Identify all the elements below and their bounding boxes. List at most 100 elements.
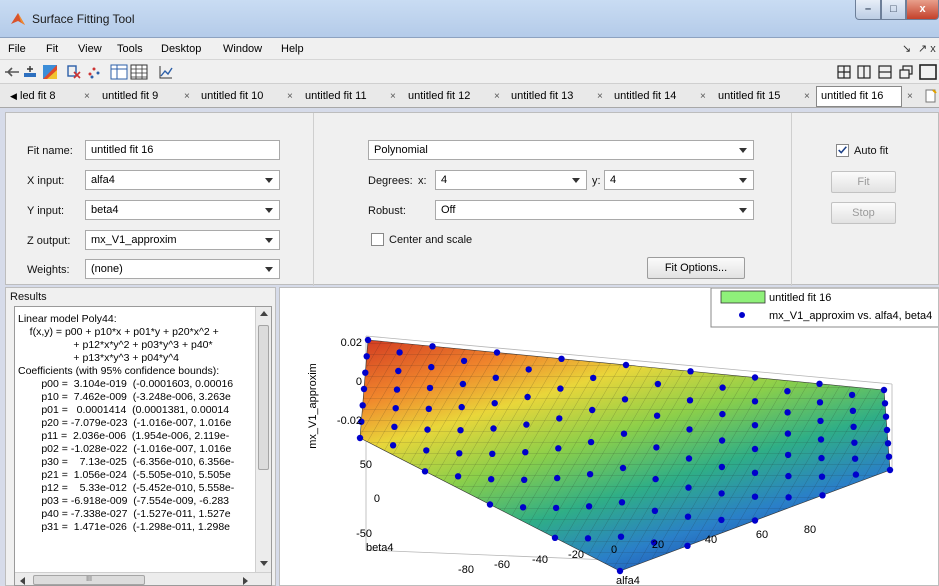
results-vscrollbar[interactable] — [255, 307, 271, 572]
menu-tools[interactable]: Tools — [117, 43, 143, 55]
y-input-select[interactable]: beta4 — [85, 200, 280, 220]
data-point — [486, 501, 494, 508]
results-line: p40 = -7.338e-027 (-1.527e-011, 1.527e — [18, 508, 231, 520]
menu-view[interactable]: View — [78, 43, 102, 55]
results-line: p00 = 3.104e-019 (-0.0001603, 0.00016 — [18, 378, 234, 390]
tile-grid-icon[interactable] — [836, 64, 852, 80]
tab-fit-15[interactable]: untitled fit 15 — [718, 90, 781, 102]
hscroll-thumb[interactable]: III — [33, 575, 145, 585]
fit-button[interactable]: Fit — [831, 171, 896, 193]
degree-x-value: 4 — [441, 174, 448, 186]
results-line: f(x,y) = p00 + p10*x + p01*y + p20*x^2 + — [18, 326, 219, 338]
tab-fit-14[interactable]: untitled fit 14 — [614, 90, 677, 102]
z-tick-label: -0.02 — [337, 415, 362, 427]
scroll-up-icon[interactable] — [260, 311, 268, 316]
auto-fit-checkbox[interactable] — [836, 144, 849, 157]
surface-plot[interactable]: 0.02 0 -0.02 50 0 -50 -80 -60 -40 -20 0 20 40 60 80 mx… — [280, 288, 939, 586]
tab-close-icon[interactable]: × — [184, 91, 190, 102]
degree-y-select[interactable]: 4 — [604, 170, 754, 190]
scroll-thumb[interactable] — [258, 325, 269, 470]
tab-fit-10[interactable]: untitled fit 10 — [201, 90, 264, 102]
data-point — [751, 422, 759, 429]
x-tick-label: -20 — [568, 549, 584, 561]
data-point — [492, 374, 499, 381]
tile-rows-icon[interactable] — [877, 64, 893, 80]
data-point — [818, 473, 826, 480]
data-point — [457, 427, 464, 434]
tab-close-icon[interactable]: × — [287, 91, 293, 102]
menu-help[interactable]: Help — [281, 43, 304, 55]
scroll-right-icon[interactable] — [243, 577, 248, 585]
legend[interactable]: untitled fit 16 mx_V1_approxim vs. alfa4… — [710, 288, 939, 328]
scroll-down-icon[interactable] — [260, 561, 268, 566]
degree-x-select[interactable]: 4 — [435, 170, 587, 190]
tile-columns-icon[interactable] — [856, 64, 872, 80]
data-point — [618, 499, 626, 506]
pan-icon[interactable] — [4, 64, 20, 80]
data-point — [396, 349, 403, 356]
menu-desktop[interactable]: Desktop — [161, 43, 202, 55]
data-point — [522, 449, 529, 456]
tab-close-icon[interactable]: × — [597, 91, 603, 102]
tab-close-icon[interactable]: × — [390, 91, 396, 102]
scroll-left-icon[interactable] — [20, 577, 25, 585]
residuals-icon[interactable] — [86, 64, 102, 80]
tab-close-icon[interactable]: × — [804, 91, 810, 102]
tab-fit-11[interactable]: untitled fit 11 — [305, 90, 367, 102]
maximize-button[interactable]: □ — [881, 0, 906, 20]
menu-window[interactable]: Window — [223, 43, 263, 55]
new-fit-icon[interactable] — [924, 89, 938, 103]
tab-fit-8[interactable]: led fit 8 — [20, 90, 56, 102]
model-type-select[interactable]: Polynomial — [368, 140, 754, 160]
float-icon[interactable] — [898, 64, 914, 80]
results-line: p12 = 5.33e-012 (-5.452e-010, 5.558e- — [18, 482, 235, 494]
fit-options-button[interactable]: Fit Options... — [647, 257, 745, 279]
prediction-bounds-icon[interactable] — [158, 64, 174, 80]
degree-x-label: x: — [418, 175, 427, 187]
results-line: p10 = 7.462e-009 (-3.248e-006, 3.263e — [18, 391, 231, 403]
tab-fit-16[interactable]: untitled fit 16 — [816, 86, 902, 107]
maximize-panel-icon[interactable] — [918, 64, 938, 80]
tab-close-icon[interactable]: × — [84, 91, 90, 102]
surface-plot-icon[interactable] — [42, 64, 58, 80]
menu-fit[interactable]: Fit — [46, 43, 59, 55]
tab-scroll-left-icon[interactable]: ◀ — [10, 91, 17, 101]
robust-select[interactable]: Off — [435, 200, 754, 220]
data-point — [882, 413, 890, 420]
x-input-select[interactable]: alfa4 — [85, 170, 280, 190]
minimize-button[interactable]: – — [855, 0, 881, 20]
data-point — [885, 453, 893, 460]
fit-name-input[interactable]: untitled fit 16 — [85, 140, 280, 160]
data-point — [684, 513, 692, 520]
z-output-select[interactable]: mx_V1_approxim — [85, 230, 280, 250]
tab-fit-13[interactable]: untitled fit 13 — [511, 90, 574, 102]
stop-button[interactable]: Stop — [831, 202, 896, 224]
table-layout-icon[interactable] — [110, 64, 128, 80]
data-point — [851, 455, 859, 462]
tab-close-icon[interactable]: × — [700, 91, 706, 102]
tab-fit-12[interactable]: untitled fit 12 — [408, 90, 471, 102]
undock-icon[interactable]: ↘ — [902, 43, 912, 55]
results-hscrollbar[interactable]: III — [15, 572, 271, 585]
exclude-icon[interactable] — [66, 64, 82, 80]
tab-close-icon[interactable]: × — [494, 91, 500, 102]
data-point — [491, 400, 498, 407]
data-point — [653, 412, 661, 419]
center-scale-checkbox[interactable] — [371, 233, 384, 246]
close-button[interactable]: x — [906, 0, 939, 20]
data-point — [620, 430, 628, 437]
data-cursor-icon[interactable] — [22, 64, 38, 80]
x-tick-label: 20 — [652, 539, 664, 551]
plot-panel[interactable]: 0.02 0 -0.02 50 0 -50 -80 -60 -40 -20 0 20 40 60 80 mx… — [279, 287, 939, 586]
tab-close-icon[interactable]: × — [907, 91, 913, 102]
menu-file[interactable]: File — [8, 43, 26, 55]
data-point — [391, 423, 398, 430]
data-point — [392, 405, 399, 412]
data-point — [622, 361, 630, 369]
results-text-area[interactable]: Linear model Poly44: f(x,y) = p00 + p10*… — [14, 306, 272, 586]
weights-select[interactable]: (none) — [85, 259, 280, 279]
tab-fit-9[interactable]: untitled fit 9 — [102, 90, 159, 102]
dock-close-icon[interactable]: ↗ x — [918, 43, 936, 55]
grid-layout-icon[interactable] — [130, 64, 148, 80]
data-point — [654, 380, 662, 388]
